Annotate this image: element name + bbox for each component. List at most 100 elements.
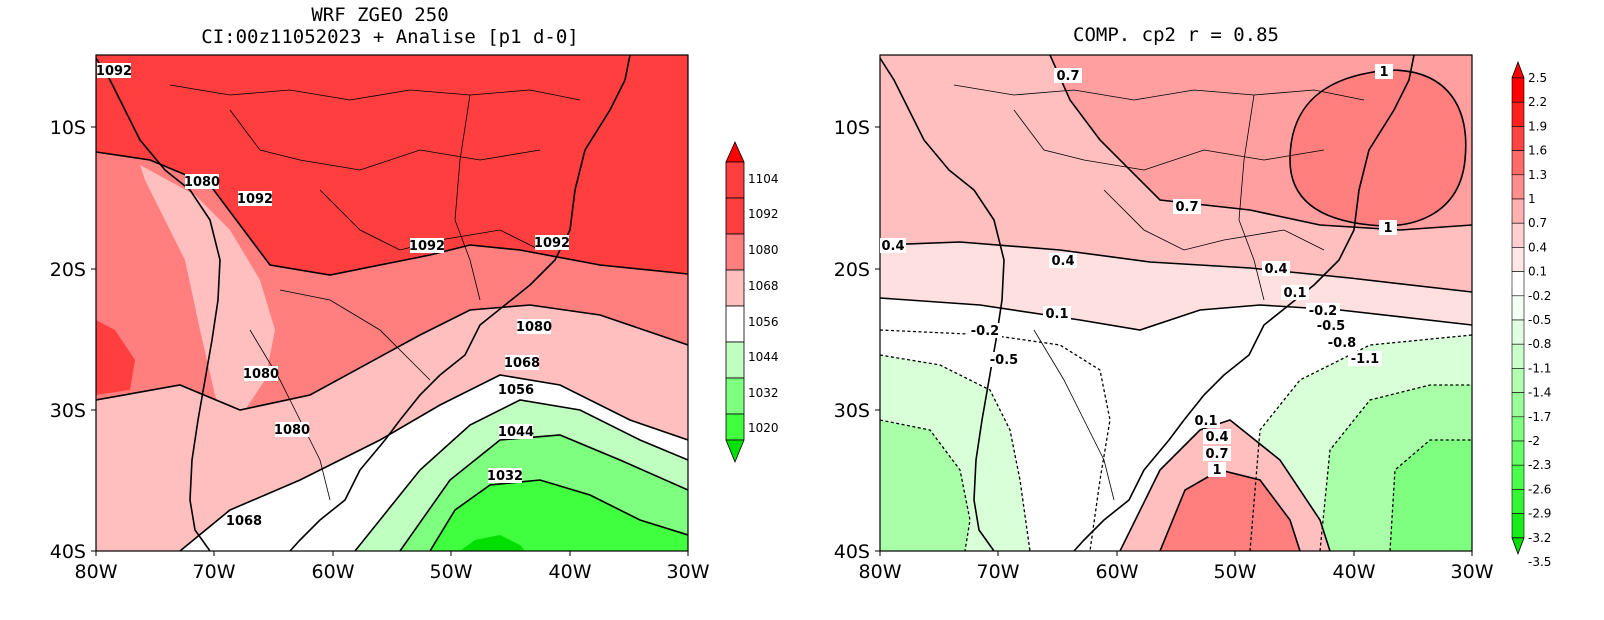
right-contour-label: 1 — [1212, 463, 1221, 478]
right-contour-neg-0.8 — [880, 419, 971, 551]
right-colorbar-label: -3.5 — [1528, 555, 1551, 569]
right-map — [880, 55, 1472, 551]
right-colorbar-label: -3.2 — [1528, 531, 1551, 545]
left-colorbar-swatch — [725, 197, 745, 235]
right-colorbar-swatch — [1511, 368, 1525, 393]
right-contour-label: 0.4 — [881, 239, 904, 254]
left-colorbar-swatch — [725, 305, 745, 343]
left-contour-label: 1080 — [274, 423, 310, 438]
right-colorbar-label: 0.4 — [1528, 240, 1547, 254]
left-coastline-east — [289, 55, 631, 551]
right-colorbar-label: -1.4 — [1528, 386, 1551, 400]
right-colorbar-swatch — [1511, 126, 1525, 151]
right-colorbar-swatch — [1511, 440, 1525, 466]
right-contour-label: -0.2 — [971, 324, 999, 339]
right-contour-label-bg — [1054, 68, 1082, 83]
right-contour-label-bg — [1173, 199, 1201, 214]
left-map-frame — [95, 54, 689, 552]
right-contour-label: -0.5 — [1317, 319, 1345, 334]
left-panel: WRF ZGEO 250 CI:00z11052023 + Analise [p… — [50, 4, 779, 583]
right-x-tick-label: 80W — [859, 561, 902, 583]
left-colorbar-swatch — [725, 377, 745, 415]
left-axes: 80W 70W 60W 50W 40W 30W 10S 20S 30S 40S — [50, 117, 710, 583]
left-colorbar-bottom-arrow — [725, 439, 745, 464]
left-fill-1020-1032 — [430, 480, 688, 551]
right-contour-label-bg — [1203, 429, 1231, 444]
right-contour-1 — [1289, 69, 1467, 227]
right-contour-label: 0.7 — [1205, 447, 1228, 462]
left-border-6 — [454, 94, 481, 301]
left-colorbar-label: 1020 — [748, 421, 779, 435]
right-colorbar-label: -1.7 — [1528, 410, 1551, 424]
left-border-5 — [249, 329, 331, 501]
right-contour-labels: 0.7 1 0.7 1 0.4 0.4 0.4 0.1 0.1 -0.2 -0.… — [880, 64, 1397, 478]
right-contour-label: 0.7 — [1175, 200, 1198, 215]
left-colorbar-label: 1104 — [748, 172, 779, 186]
right-border-3 — [1103, 189, 1325, 251]
left-contour-label: 1092 — [534, 236, 570, 251]
right-colorbar-swatch — [1511, 464, 1525, 490]
right-colorbar-swatch — [1511, 174, 1525, 200]
right-colorbar-label: 2.2 — [1528, 95, 1547, 109]
right-colorbar-swatch — [1511, 271, 1525, 297]
left-y-tick-label: 30S — [50, 400, 86, 422]
right-contour-label: 0.4 — [1264, 262, 1287, 277]
left-coastline-west — [96, 57, 221, 551]
left-contour-label-bg — [275, 422, 309, 437]
right-contour-label-bg — [1348, 351, 1382, 366]
right-contour-label: 1 — [1379, 65, 1388, 80]
right-contour-label-bg — [1306, 303, 1340, 318]
right-fill-south-red-2 — [1160, 470, 1300, 551]
right-contour-label-bg — [1203, 446, 1231, 461]
right-y-tick-label: 30S — [834, 400, 870, 422]
right-contour-label-bg — [1375, 64, 1393, 79]
left-colorbar-label: 1056 — [748, 315, 779, 329]
right-colorbar-label: 1.3 — [1528, 168, 1547, 182]
right-colorbar-swatch — [1511, 222, 1525, 248]
left-contour-label: 1080 — [243, 367, 279, 382]
right-contour-label-bg — [1043, 306, 1071, 321]
left-fill-below-1020 — [460, 535, 525, 551]
right-colorbar-label: -0.5 — [1528, 313, 1551, 327]
left-contour-label: 1080 — [516, 320, 552, 335]
left-x-tick-label: 30W — [667, 561, 710, 583]
left-contour-label-bg — [227, 513, 261, 528]
right-colorbar-label: 1.6 — [1528, 144, 1547, 158]
left-contour-label: 1032 — [487, 469, 523, 484]
left-colorbar-label: 1044 — [748, 350, 779, 364]
left-colorbar: 1104 1092 1080 1068 1056 1044 1032 1020 — [725, 141, 779, 464]
right-contour-label-bg — [1379, 220, 1397, 235]
right-x-tick-label: 40W — [1333, 561, 1376, 583]
right-contour-south-0.4 — [1119, 419, 1331, 551]
right-colorbar-label: -2.9 — [1528, 507, 1551, 521]
right-border-1 — [953, 84, 1365, 101]
right-colorbar-label: -2.6 — [1528, 482, 1551, 496]
left-contour-label-bg — [410, 238, 444, 253]
left-border-1 — [169, 84, 581, 101]
right-colorbar-label: 2.5 — [1528, 71, 1547, 85]
right-x-tick-label: 50W — [1214, 561, 1257, 583]
right-fill-above-1 — [1290, 70, 1466, 226]
right-colorbar-bottom-arrow — [1511, 537, 1525, 555]
right-tick-marks — [875, 126, 1473, 556]
left-colorbar-swatch — [725, 161, 745, 199]
right-y-tick-label: 10S — [834, 117, 870, 139]
right-x-tick-label: 70W — [977, 561, 1020, 583]
right-colorbar-label: -1.1 — [1528, 361, 1551, 375]
right-contour-neg-1.7 — [1389, 439, 1472, 551]
right-contour-south-1 — [1159, 469, 1301, 551]
left-title-line1: WRF ZGEO 250 — [311, 4, 448, 26]
left-colorbar-label: 1080 — [748, 243, 779, 257]
left-contour-label-bg — [244, 366, 278, 381]
left-colorbar-label: 1068 — [748, 279, 779, 293]
left-fill-pacific-high — [96, 320, 135, 395]
left-contour-label: 1092 — [237, 192, 273, 207]
right-contour-label: 0.4 — [1051, 254, 1074, 269]
right-colorbar-swatch — [1511, 150, 1525, 176]
right-colorbar-label: 1 — [1528, 192, 1536, 206]
left-x-tick-label: 60W — [312, 561, 355, 583]
left-contour-label: 1080 — [184, 175, 220, 190]
left-contour-label: 1056 — [498, 383, 534, 398]
right-border-5 — [1238, 94, 1265, 301]
right-colorbar: 2.5 2.2 1.9 1.6 1.3 1 0.7 0.4 0.1 -0.2 -0.5 -0.8 -1.… — [1511, 60, 1551, 569]
